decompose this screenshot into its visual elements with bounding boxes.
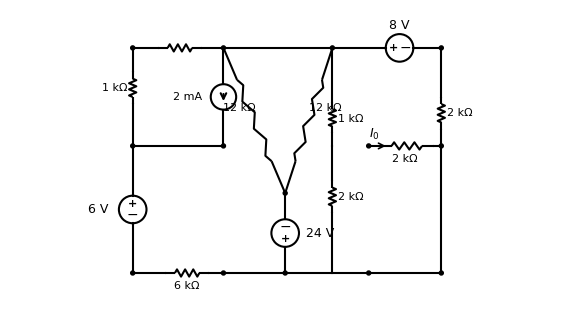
Text: 2 kΩ: 2 kΩ bbox=[447, 108, 472, 118]
Text: 1 kΩ: 1 kΩ bbox=[338, 114, 363, 124]
Text: 24 V: 24 V bbox=[307, 227, 335, 240]
Circle shape bbox=[131, 46, 135, 50]
Circle shape bbox=[283, 271, 287, 275]
Text: +: + bbox=[281, 234, 290, 244]
Circle shape bbox=[222, 46, 226, 50]
Text: 6 V: 6 V bbox=[88, 203, 108, 216]
Circle shape bbox=[439, 271, 443, 275]
Text: 8 V: 8 V bbox=[389, 19, 410, 32]
Text: 2 kΩ: 2 kΩ bbox=[392, 154, 418, 164]
Circle shape bbox=[367, 144, 371, 148]
Text: −: − bbox=[400, 41, 411, 55]
Circle shape bbox=[439, 144, 443, 148]
Circle shape bbox=[283, 191, 287, 195]
Circle shape bbox=[367, 271, 371, 275]
Circle shape bbox=[131, 144, 135, 148]
Text: +: + bbox=[128, 199, 137, 209]
Text: 1 kΩ: 1 kΩ bbox=[102, 83, 127, 93]
Circle shape bbox=[439, 46, 443, 50]
Text: −: − bbox=[127, 208, 138, 222]
Text: 12 kΩ: 12 kΩ bbox=[309, 103, 342, 113]
Circle shape bbox=[222, 144, 226, 148]
Text: 6 kΩ: 6 kΩ bbox=[174, 281, 200, 291]
Text: $I_0$: $I_0$ bbox=[369, 127, 379, 142]
Circle shape bbox=[131, 271, 135, 275]
Circle shape bbox=[331, 46, 335, 50]
Text: 12 kΩ: 12 kΩ bbox=[223, 103, 256, 113]
Text: 2 kΩ: 2 kΩ bbox=[338, 192, 363, 202]
Text: +: + bbox=[389, 43, 398, 53]
Circle shape bbox=[222, 271, 226, 275]
Text: −: − bbox=[280, 220, 291, 234]
Text: 2 mA: 2 mA bbox=[173, 92, 201, 102]
